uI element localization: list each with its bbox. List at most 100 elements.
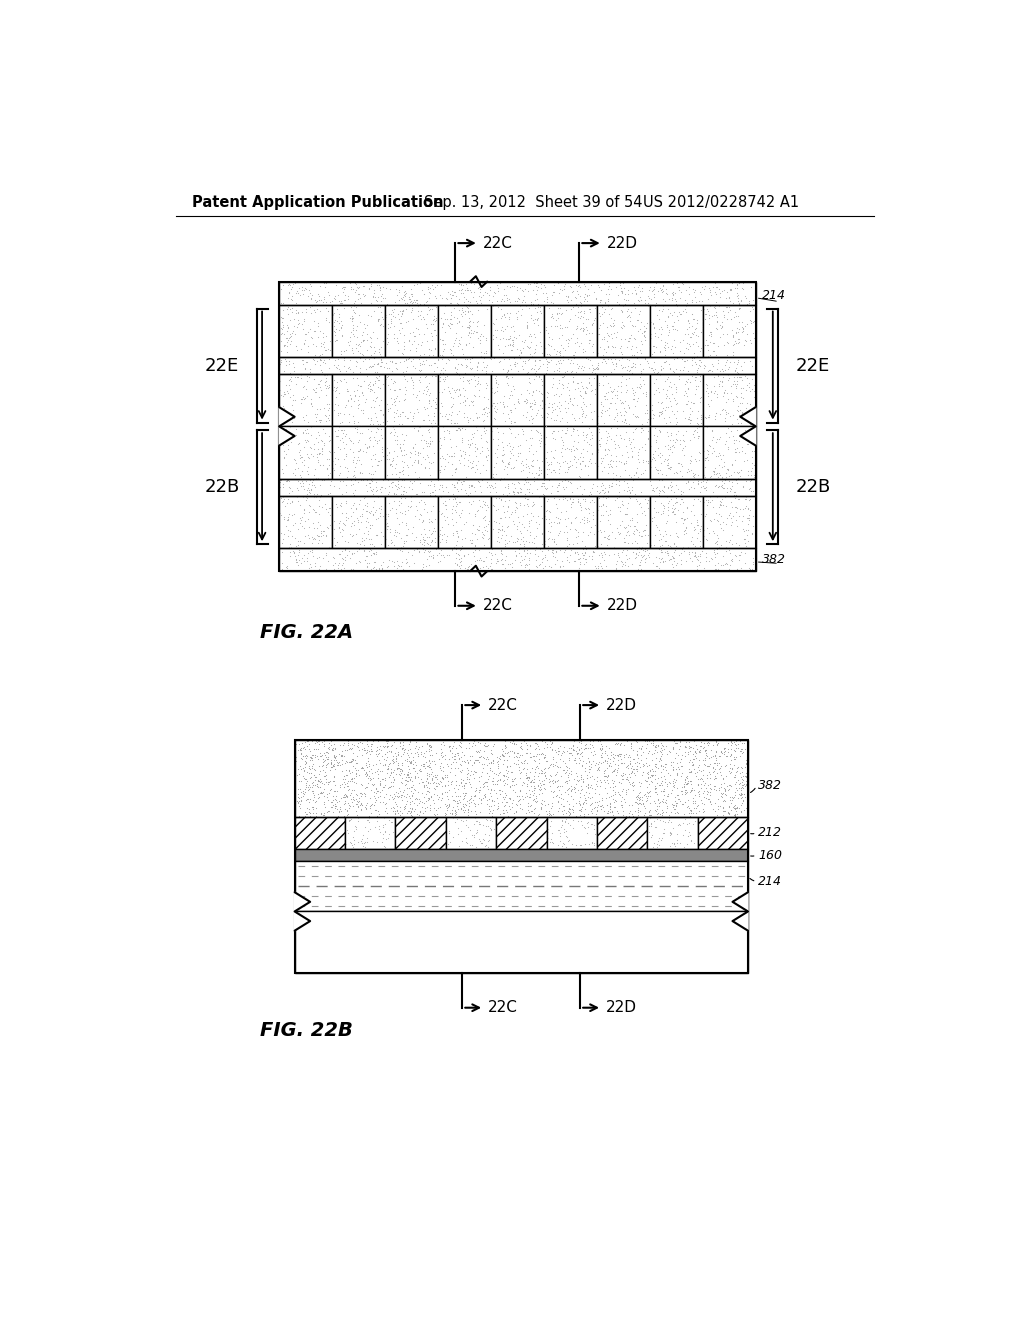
Point — [653, 323, 670, 345]
Point — [685, 754, 701, 775]
Point — [407, 751, 423, 772]
Point — [579, 775, 595, 796]
Point — [302, 470, 318, 491]
Point — [641, 730, 657, 751]
Point — [308, 467, 325, 488]
Point — [315, 469, 332, 490]
Point — [727, 741, 743, 762]
Point — [358, 755, 375, 776]
Point — [718, 755, 734, 776]
Point — [626, 404, 642, 425]
Point — [746, 515, 763, 536]
Point — [273, 312, 290, 333]
Point — [416, 754, 432, 775]
Point — [297, 277, 313, 298]
Point — [375, 309, 391, 330]
Point — [351, 440, 368, 461]
Text: FIG. 22B: FIG. 22B — [260, 1022, 352, 1040]
Point — [392, 405, 409, 426]
Point — [393, 738, 410, 759]
Point — [368, 387, 384, 408]
Point — [558, 515, 574, 536]
Point — [714, 400, 730, 421]
Point — [733, 777, 750, 799]
Point — [695, 750, 712, 771]
Point — [737, 766, 754, 787]
Point — [600, 294, 616, 315]
Point — [471, 812, 487, 833]
Point — [513, 775, 529, 796]
Bar — [490, 305, 544, 358]
Point — [470, 370, 486, 391]
Point — [318, 457, 335, 478]
Point — [275, 507, 292, 528]
Point — [358, 776, 375, 797]
Point — [472, 766, 488, 787]
Point — [481, 758, 498, 779]
Point — [544, 738, 560, 759]
Point — [298, 789, 314, 810]
Point — [356, 535, 373, 556]
Point — [721, 760, 737, 781]
Point — [549, 304, 565, 325]
Point — [358, 832, 375, 853]
Point — [678, 421, 694, 442]
Point — [488, 326, 505, 347]
Point — [537, 478, 553, 499]
Point — [554, 788, 570, 809]
Point — [689, 774, 706, 795]
Point — [474, 437, 490, 458]
Point — [655, 780, 672, 801]
Point — [398, 764, 415, 785]
Point — [578, 308, 594, 329]
Point — [336, 347, 352, 368]
Point — [468, 407, 484, 428]
Point — [417, 529, 433, 550]
Point — [462, 529, 478, 550]
Point — [460, 799, 476, 820]
Point — [359, 763, 376, 784]
Point — [544, 376, 560, 397]
Point — [571, 552, 588, 573]
Point — [697, 478, 714, 499]
Point — [625, 383, 641, 404]
Point — [381, 442, 397, 463]
Point — [618, 441, 635, 462]
Point — [548, 343, 564, 364]
Point — [499, 396, 515, 417]
Point — [595, 474, 611, 495]
Point — [620, 554, 636, 576]
Point — [365, 504, 381, 525]
Point — [512, 767, 528, 788]
Point — [583, 453, 599, 474]
Point — [484, 771, 501, 792]
Point — [342, 438, 358, 459]
Point — [512, 545, 528, 566]
Point — [366, 354, 382, 375]
Point — [371, 429, 387, 450]
Point — [527, 733, 544, 754]
Text: 382: 382 — [762, 553, 786, 566]
Point — [489, 550, 506, 572]
Point — [413, 490, 429, 511]
Point — [351, 288, 368, 309]
Point — [461, 314, 477, 335]
Point — [442, 437, 459, 458]
Point — [453, 418, 469, 440]
Point — [596, 483, 612, 504]
Point — [489, 527, 506, 548]
Point — [573, 767, 590, 788]
Point — [362, 449, 379, 470]
Point — [598, 420, 614, 441]
Point — [621, 360, 637, 381]
Point — [695, 733, 712, 754]
Point — [722, 480, 738, 502]
Point — [583, 516, 599, 537]
Point — [278, 454, 294, 475]
Point — [393, 304, 410, 325]
Point — [675, 513, 691, 535]
Point — [302, 297, 318, 318]
Point — [419, 290, 435, 312]
Point — [469, 312, 485, 333]
Point — [335, 768, 351, 789]
